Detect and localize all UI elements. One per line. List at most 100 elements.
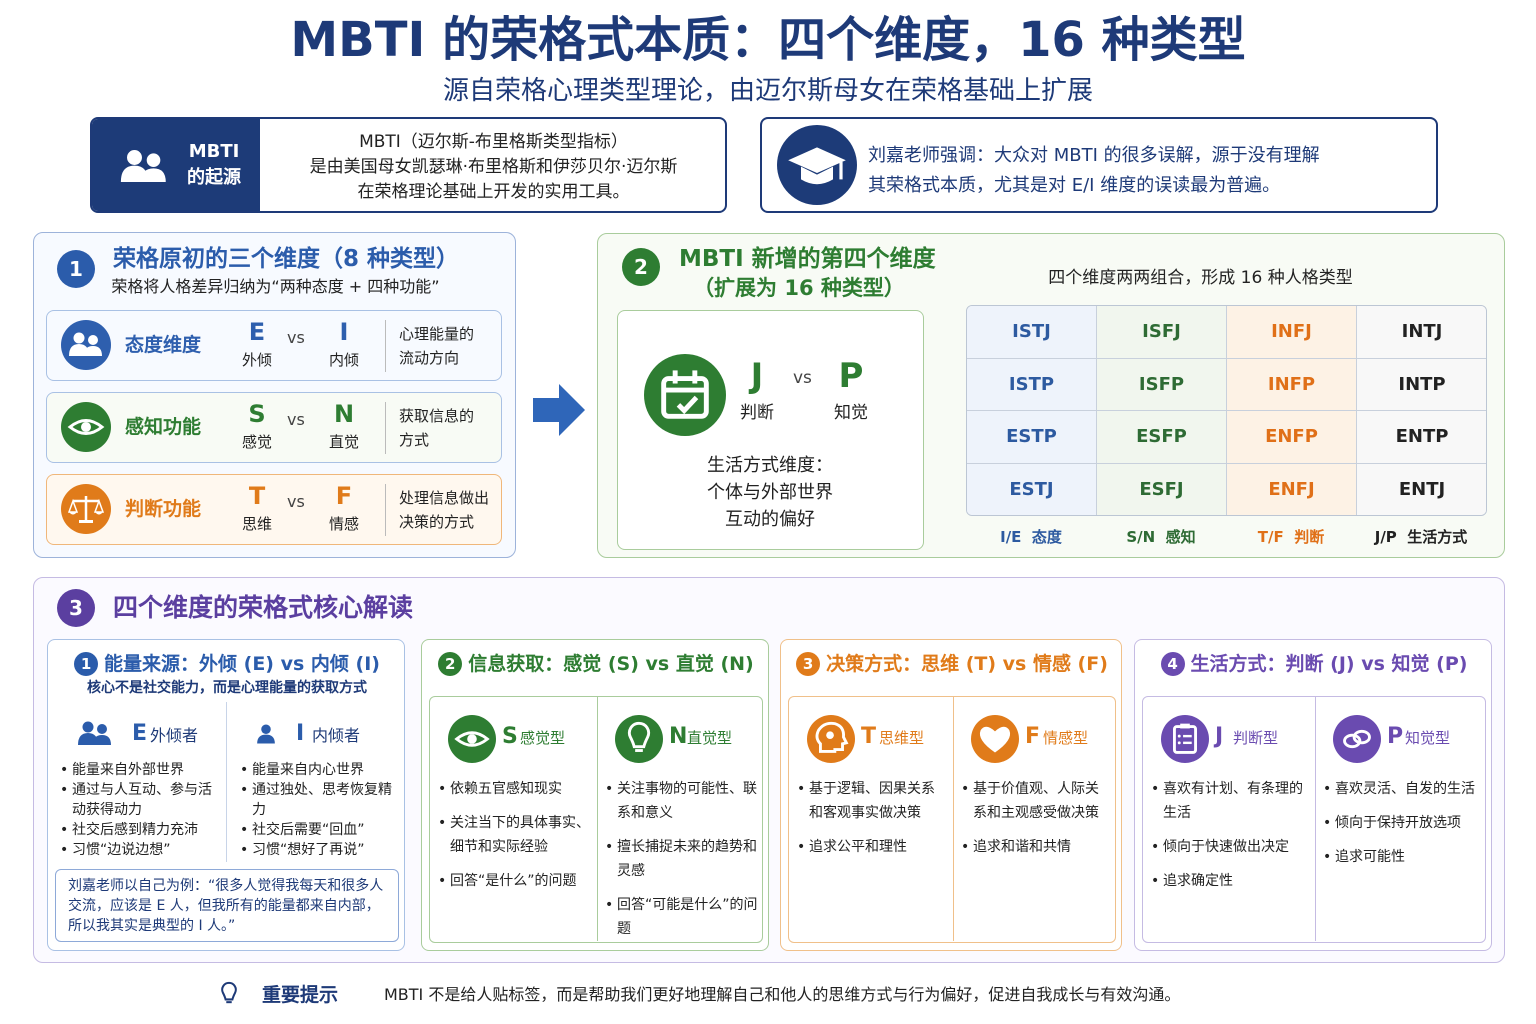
icon-shape [120, 165, 149, 182]
dimension-row: 感知功能 S 感觉 vs N 直觉 获取信息的 方式 [46, 392, 502, 463]
icon-shape [261, 724, 271, 734]
origin-label: 的起源 [187, 167, 241, 188]
list-item: • 喜欢有计划、有条理的生活 [1151, 777, 1309, 825]
j-p-desc: 个体与外部世界 [707, 482, 833, 503]
letter: J [750, 356, 764, 396]
bullet: • [1151, 839, 1160, 855]
vs: vs [287, 492, 305, 511]
bullet: • [961, 781, 970, 797]
icon-shape [627, 721, 651, 749]
dimension-desc: 决策的方式 [399, 513, 475, 531]
footer-text: MBTI 不是给人贴标签，而是帮助我们更好地理解自己和他人的思维方式与行为偏好，… [384, 985, 1181, 1004]
icon-shape [1177, 741, 1181, 745]
list-item: • 习惯“边说边想” [60, 842, 171, 858]
column-name: 知觉型 [1405, 729, 1451, 747]
dimension-desc: 处理信息做出 [399, 489, 490, 507]
icon-shape [221, 981, 237, 1001]
bullet: • [240, 782, 249, 798]
icon [61, 484, 111, 534]
dimension-desc: 获取信息的 [399, 407, 475, 425]
bullet: • [438, 781, 447, 797]
item-list: • 能量来自内心世界 • 通过独处、思考恢复精力 • 社交后需要“回血” • 习惯“想好了再说… [240, 760, 398, 860]
bullet: • [1323, 815, 1332, 831]
number-badge: 2 [438, 652, 463, 676]
j-p-desc: 生活方式维度： [707, 455, 833, 476]
letter-label: 外倾 [241, 351, 272, 369]
column-label: I/E 态度 [1000, 528, 1062, 546]
bullet: • [438, 815, 447, 831]
letter-label: 判断 [740, 403, 774, 423]
list-item: • 擅长捕捉未来的趋势和灵感 [605, 835, 758, 883]
letter: J [1215, 724, 1224, 749]
section-1: 1 荣格原初的三个维度（8 种类型） 荣格将人格差异归纳为“两种态度 + 四种功能”… [33, 232, 516, 558]
divider [226, 702, 227, 862]
column-name: 思维型 [879, 729, 925, 747]
letter: I [296, 721, 305, 746]
section-2: 2 MBTI 新增的第四个维度 （扩展为 16 种类型） J 判断 vs P 知觉 生活方式维度… [597, 233, 1505, 558]
column-header: E 外倾者 [60, 718, 220, 752]
type-cell: ENTP [1357, 411, 1486, 464]
letter-label: 内倾 [328, 351, 359, 369]
icon [807, 715, 855, 763]
vs: vs [793, 368, 812, 388]
icon-shape [1180, 723, 1190, 729]
type-cell: ENTJ [1357, 463, 1486, 515]
dimension-desc: 方式 [399, 431, 430, 449]
icon-shape [97, 724, 107, 734]
card-inner: J 判断型 • 喜欢有计划、有条理的生活 • 倾向于快速做出决定 • 追求确定性 P 知觉型 • 喜欢… [1142, 696, 1486, 943]
divider [597, 697, 598, 941]
icon-shape [73, 332, 85, 344]
letter: P [1387, 724, 1404, 749]
icon [777, 125, 857, 205]
type-cell: ESFP [1097, 411, 1227, 464]
item-list: • 关注事物的可能性、联系和意义 • 擅长捕捉未来的趋势和灵感 • 回答“可能是什么”的问… [605, 777, 758, 951]
quote-text: 刘嘉老师以自己为例：“很多人觉得我每天和很多人 [68, 878, 384, 894]
icon-shape [644, 354, 726, 436]
letter-label: 直觉 [328, 433, 359, 451]
letter: N [333, 400, 355, 428]
origin-text: MBTI（迈尔斯-布里格斯类型指标） [359, 132, 628, 152]
number-badge: 2 [622, 248, 660, 286]
dimension-name: 感知功能 [125, 416, 202, 438]
bullet: • [605, 781, 614, 797]
card-title: 信息获取：感觉 (S) vs 直觉 (N) [468, 653, 754, 675]
origin-text: 是由美国母女凯瑟琳·布里格斯和伊莎贝尔·迈尔斯 [309, 157, 678, 177]
section-subtitle: 荣格将人格差异归纳为“两种态度 + 四种功能” [111, 277, 440, 296]
dimension-row: 态度维度 E 外倾 vs I 内倾 心理能量的 流动方向 [46, 310, 502, 381]
icon-shape [61, 320, 111, 370]
icon-shape [676, 395, 699, 415]
column-name: 内倾者 [312, 726, 361, 745]
origin-text: 在荣格理论基础上开发的实用工具。 [357, 182, 630, 202]
icon-shape [69, 512, 103, 515]
type-cell: INTJ [1357, 306, 1486, 359]
number-badge: 1 [74, 652, 99, 676]
icon-shape [801, 166, 833, 185]
emphasis-text: 刘嘉老师强调：大众对 MBTI 的很多误解，源于没有理解 [868, 145, 1320, 166]
list-item: • 基于价值观、人际关系和主观感受做决策 [961, 777, 1111, 825]
emphasis-card: 刘嘉老师强调：大众对 MBTI 的很多误解，源于没有理解 其荣格式本质，尤其是对 … [760, 117, 1438, 213]
card-title: 决策方式：思维 (T) vs 情感 (F) [826, 653, 1108, 675]
icon [120, 150, 166, 182]
icon-shape [82, 721, 94, 733]
card-title: 生活方式：判断 (J) vs 知觉 (P) [1190, 653, 1468, 675]
section-title: （扩展为 16 种类型） [693, 276, 905, 300]
icon-shape [979, 726, 1011, 753]
bullet: • [60, 782, 69, 798]
card-subtitle: 核心不是社交能力，而是心理能量的获取方式 [87, 680, 367, 696]
bullet: • [605, 897, 614, 913]
icon-shape [1352, 729, 1371, 745]
letter: E [248, 318, 266, 346]
card-header: 2 信息获取：感觉 (S) vs 直觉 (N) [422, 650, 770, 678]
list-item: • 习惯“想好了再说” [240, 842, 365, 858]
letter: N [669, 724, 688, 749]
bullet: • [240, 762, 249, 778]
letter-label: 思维 [241, 515, 272, 533]
origin-label-block [92, 119, 260, 211]
bullet: • [961, 839, 970, 855]
divider [385, 402, 386, 454]
footer-label: 重要提示 [262, 984, 339, 1006]
list-item: • 追求确定性 [1151, 869, 1309, 893]
bullet: • [605, 839, 614, 855]
section-title: 荣格原初的三个维度（8 种类型） [113, 246, 460, 272]
list-item: • 回答“可能是什么”的问题 [605, 893, 758, 941]
